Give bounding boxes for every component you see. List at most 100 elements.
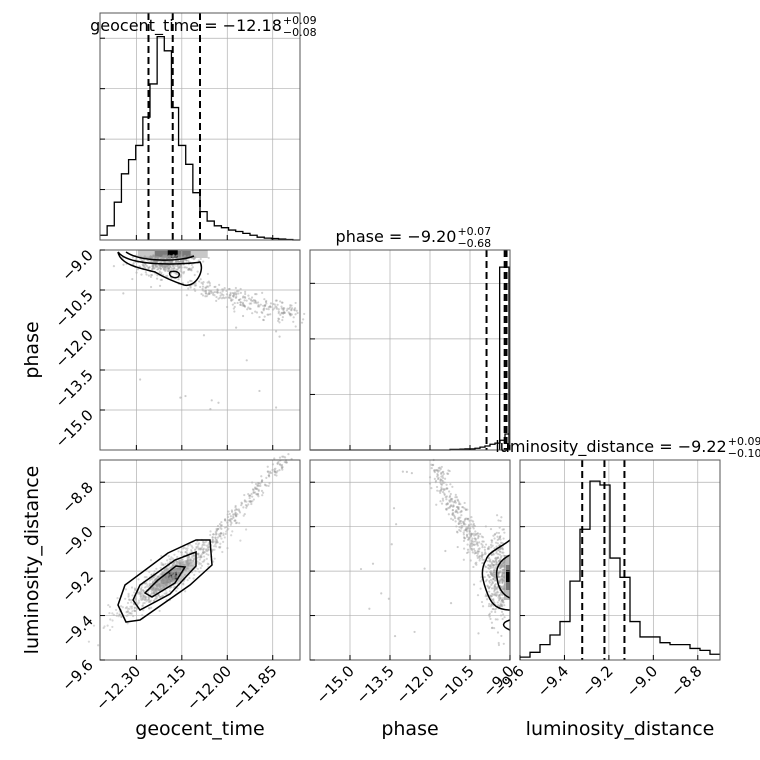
scatter-point xyxy=(168,254,171,257)
scatter-point xyxy=(153,267,156,270)
scatter-point xyxy=(405,470,409,473)
scatter-point xyxy=(440,475,443,478)
scatter-point xyxy=(162,571,165,574)
scatter-point xyxy=(241,314,245,318)
scatter-point xyxy=(172,254,175,257)
scatter-point xyxy=(257,488,260,491)
scatter-point xyxy=(240,501,243,504)
scatter-point xyxy=(120,605,123,608)
scatter-point xyxy=(496,618,499,621)
scatter-point xyxy=(263,304,266,308)
scatter-point xyxy=(171,572,174,575)
scatter-point xyxy=(502,551,505,554)
scatter-point xyxy=(197,552,200,555)
scatter-point xyxy=(143,265,146,268)
scatter-point xyxy=(502,561,505,564)
scatter-point xyxy=(500,610,504,613)
scatter-point xyxy=(227,527,230,530)
scatter-point xyxy=(177,573,180,576)
scatter-point xyxy=(452,505,455,508)
scatter-point xyxy=(145,582,148,585)
scatter-point xyxy=(502,587,505,590)
scatter-point xyxy=(454,496,457,499)
scatter-point xyxy=(172,564,175,567)
scatter-point xyxy=(488,594,492,597)
scatter-point xyxy=(248,494,251,497)
scatter-point xyxy=(470,532,473,535)
scatter-point xyxy=(277,460,280,464)
scatter-point xyxy=(498,598,501,601)
scatter-point xyxy=(436,472,439,476)
scatter-point xyxy=(211,536,214,539)
scatter-point xyxy=(165,582,168,585)
scatter-point xyxy=(269,470,272,473)
scatter-point xyxy=(494,618,497,621)
scatter-point xyxy=(161,582,164,585)
scatter-point xyxy=(499,593,502,596)
scatter-point xyxy=(217,401,220,404)
scatter-point xyxy=(501,548,505,551)
scatter-point xyxy=(183,563,186,567)
scatter-point xyxy=(169,576,172,579)
scatter-point xyxy=(167,573,170,576)
scatter-point xyxy=(266,470,269,473)
scatter-point xyxy=(496,601,499,604)
scatter-point xyxy=(501,573,504,576)
scatter-point xyxy=(163,580,166,583)
scatter-point xyxy=(255,487,259,491)
scatter-point xyxy=(438,466,441,469)
scatter-point xyxy=(224,519,227,522)
scatter-point xyxy=(218,522,222,526)
scatter-point xyxy=(359,567,363,571)
scatter-point xyxy=(183,256,186,259)
scatter-point xyxy=(179,269,182,272)
scatter-point xyxy=(207,549,210,552)
scatter-point xyxy=(203,558,206,562)
scatter-point xyxy=(164,255,167,258)
scatter-point xyxy=(126,610,129,613)
scatter-point xyxy=(233,310,236,313)
scatter-point xyxy=(229,519,232,522)
scatter-point xyxy=(127,611,130,614)
scatter-point xyxy=(205,549,208,552)
scatter-point xyxy=(280,464,283,467)
scatter-point xyxy=(158,585,162,589)
scatter-point xyxy=(162,577,166,580)
scatter-point xyxy=(158,583,161,586)
scatter-point xyxy=(159,595,162,599)
scatter-point xyxy=(168,260,172,263)
scatter-point xyxy=(451,485,454,488)
scatter-point xyxy=(239,298,242,301)
scatter-point xyxy=(207,553,210,556)
scatter-point xyxy=(155,585,158,588)
scatter-point xyxy=(126,622,129,625)
scatter-point xyxy=(185,266,189,269)
scatter-point xyxy=(214,285,217,288)
scatter-point xyxy=(265,484,268,487)
scatter-point xyxy=(184,590,187,593)
scatter-point xyxy=(172,255,175,258)
scatter-point xyxy=(149,256,152,260)
scatter-point xyxy=(496,572,499,575)
scatter-point xyxy=(196,552,199,555)
scatter-point xyxy=(187,267,191,271)
scatter-point xyxy=(157,588,160,591)
contour-line xyxy=(117,251,203,286)
scatter-point xyxy=(462,558,465,561)
scatter-point xyxy=(164,583,167,586)
scatter-point xyxy=(498,536,501,539)
scatter-point xyxy=(274,467,277,470)
scatter-point xyxy=(450,504,453,508)
scatter-point xyxy=(182,272,185,275)
scatter-point xyxy=(267,484,270,488)
scatter-point xyxy=(215,529,219,532)
scatter-point xyxy=(502,564,505,567)
scatter-point xyxy=(500,565,503,568)
scatter-point xyxy=(495,607,498,610)
scatter-point xyxy=(187,555,191,558)
scatter-point xyxy=(168,580,171,583)
scatter-point xyxy=(172,577,175,580)
scatter-point xyxy=(473,537,476,540)
scatter-point xyxy=(448,499,451,502)
scatter-point xyxy=(263,483,267,486)
